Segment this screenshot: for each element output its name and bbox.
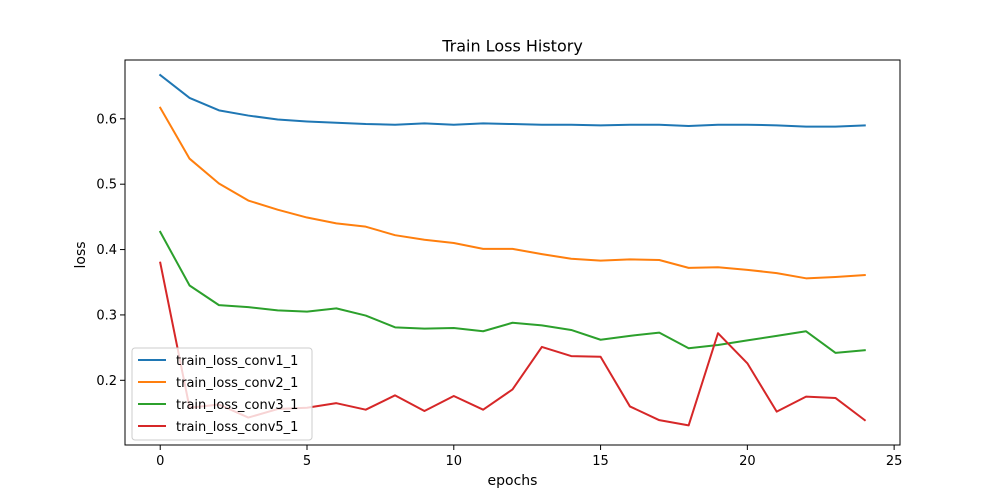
y-axis: 0.2 0.3 0.4 0.5 0.6 — [96, 112, 125, 389]
series-line-3 — [158, 230, 866, 354]
legend-label: train_loss_conv2_1 — [176, 376, 298, 391]
series-line-2 — [158, 106, 866, 280]
legend-label: train_loss_conv5_1 — [176, 420, 298, 435]
x-tick-label: 0 — [156, 454, 164, 469]
legend: train_loss_conv1_1 train_loss_conv2_1trai… — [131, 347, 313, 441]
legend-label: train_loss_conv3_1 — [176, 398, 298, 413]
legend-box — [131, 347, 313, 441]
y-tick-label: 0.6 — [96, 112, 117, 127]
chart-title: Train Loss History — [441, 37, 583, 56]
x-tick-label: 20 — [739, 454, 756, 469]
x-axis: 0 5 10 15 20 25 — [156, 445, 902, 469]
x-tick-label: 10 — [446, 454, 463, 469]
y-axis-label: loss — [73, 241, 89, 268]
x-tick-label: 15 — [592, 454, 609, 469]
y-tick-label: 0.4 — [96, 243, 117, 258]
y-tick-label: 0.5 — [96, 178, 117, 193]
y-tick-label: 0.3 — [96, 308, 117, 323]
series-line-1 — [158, 73, 866, 128]
plot-frame — [124, 59, 901, 446]
y-tick-label: 0.2 — [96, 374, 117, 389]
legend-label: train_loss_conv1_1 — [176, 354, 298, 369]
x-axis-label: epochs — [488, 473, 538, 489]
x-tick-label: 25 — [886, 454, 903, 469]
x-tick-label: 5 — [303, 454, 311, 469]
